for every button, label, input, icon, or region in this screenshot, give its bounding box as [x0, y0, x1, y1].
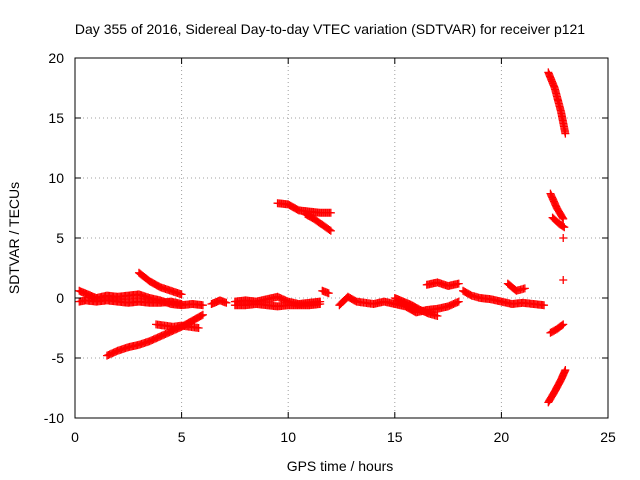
- data-point: [540, 301, 549, 310]
- data-segment: [544, 68, 570, 138]
- data-segment: [301, 210, 335, 235]
- data-point: [325, 225, 334, 234]
- data-segment: [390, 294, 442, 320]
- data-point: [198, 301, 207, 310]
- data-point: [177, 290, 186, 299]
- x-axis-label: GPS time / hours: [287, 458, 394, 474]
- x-axis: 0 5 10 15 20 25: [71, 58, 616, 445]
- data-point: [561, 366, 570, 374]
- data-point: [559, 222, 568, 231]
- y-tick-label: 15: [48, 110, 64, 126]
- data-segment: [152, 320, 203, 332]
- y-tick-label: 0: [56, 290, 64, 306]
- data-point: [559, 234, 568, 242]
- grid: [75, 58, 608, 418]
- data-segment: [75, 296, 186, 308]
- data-segment: [422, 278, 463, 290]
- data-point: [561, 129, 570, 138]
- y-tick-label: -10: [44, 410, 64, 426]
- y-tick-label: -5: [52, 350, 65, 366]
- data-point: [326, 226, 335, 235]
- data-segment: [273, 199, 335, 217]
- data-segment: [134, 268, 186, 299]
- data-point: [558, 321, 567, 330]
- data-point: [558, 213, 567, 222]
- data-point: [559, 276, 568, 284]
- data-segment: [459, 286, 549, 310]
- data-point: [316, 300, 325, 308]
- y-tick-label: 10: [48, 170, 64, 186]
- x-tick-label: 20: [494, 429, 510, 445]
- chart-title: Day 355 of 2016, Sidereal Day-to-day VTE…: [75, 21, 585, 37]
- data-point: [222, 298, 231, 307]
- data-point: [197, 311, 206, 320]
- data-segment: [546, 189, 568, 223]
- y-tick-label: 20: [48, 50, 64, 66]
- y-tick-label: 5: [56, 230, 64, 246]
- data-point: [559, 320, 568, 329]
- data-segment: [546, 320, 568, 337]
- data-point: [433, 312, 442, 320]
- y-axis: -10 -5 0 5 10 15 20: [44, 50, 608, 426]
- data-point: [454, 279, 463, 288]
- data-segment: [503, 279, 529, 295]
- data-segment: [207, 296, 231, 308]
- data-markers: [75, 68, 570, 407]
- data-segment: [559, 276, 568, 284]
- data-segment: [544, 366, 570, 407]
- data-point: [324, 289, 333, 298]
- x-tick-label: 5: [178, 429, 186, 445]
- data-point: [326, 208, 335, 217]
- x-tick-label: 0: [71, 429, 79, 445]
- data-point: [520, 284, 529, 293]
- data-point: [198, 310, 207, 319]
- data-segment: [548, 213, 569, 232]
- x-tick-label: 15: [387, 429, 403, 445]
- data-point: [559, 214, 568, 223]
- data-point: [177, 300, 186, 308]
- data-segment: [559, 234, 568, 242]
- x-tick-label: 25: [600, 429, 616, 445]
- x-tick-label: 10: [280, 429, 296, 445]
- data-point: [454, 297, 463, 306]
- data-segment: [318, 286, 333, 298]
- data-point: [194, 324, 203, 332]
- y-axis-label: SDTVAR / TECUs: [6, 182, 22, 294]
- data-segment: [230, 300, 325, 311]
- data-point: [560, 223, 569, 232]
